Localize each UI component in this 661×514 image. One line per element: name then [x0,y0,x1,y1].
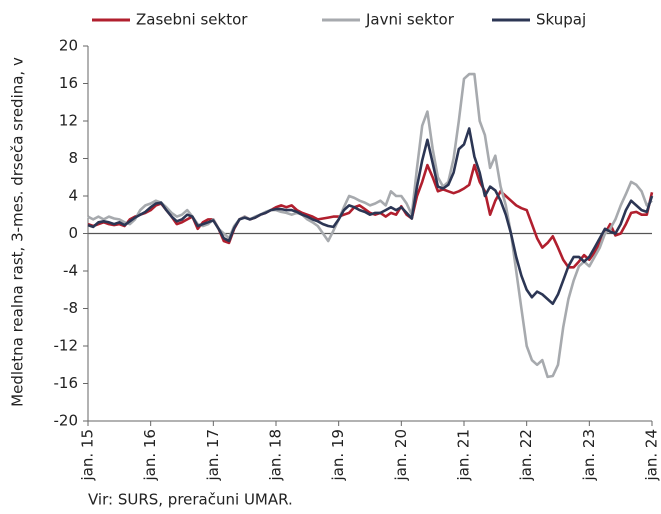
y-tick-label: 16 [59,74,78,92]
y-tick-label: -20 [54,412,79,430]
series-line [87,72,653,379]
y-tick-label: 20 [59,37,78,55]
legend-label: Zasebni sektor [136,11,248,29]
x-tick-label: jan. 24 [643,429,661,482]
x-tick-label: jan. 19 [329,429,347,482]
y-tick-label: 4 [68,187,78,205]
legend-label: Skupaj [536,11,586,29]
x-tick-label: jan. 21 [455,429,473,482]
y-tick-label: 8 [68,149,78,167]
y-tick-label: 12 [59,112,78,130]
y-tick-label: -16 [54,374,79,392]
legend-label: Javni sektor [365,11,455,29]
x-tick-label: jan. 17 [204,429,222,482]
series-line [87,163,654,269]
y-tick-label: -12 [54,337,79,355]
source-note: Vir: SURS, preračuni UMAR. [88,491,293,509]
y-axis-label: Medletna realna rast, 3-mes. drseča sred… [9,57,27,407]
y-tick-label: 0 [68,224,78,242]
x-tick-label: jan. 18 [267,429,285,482]
x-tick-label: jan. 22 [517,429,535,482]
y-tick-label: -4 [63,262,78,280]
x-tick-label: jan. 15 [79,429,97,482]
y-tick-label: -8 [63,299,78,317]
series-line [87,127,654,306]
x-tick-label: jan. 16 [141,429,159,482]
x-tick-label: jan. 23 [580,429,598,482]
x-tick-label: jan. 20 [392,429,410,482]
